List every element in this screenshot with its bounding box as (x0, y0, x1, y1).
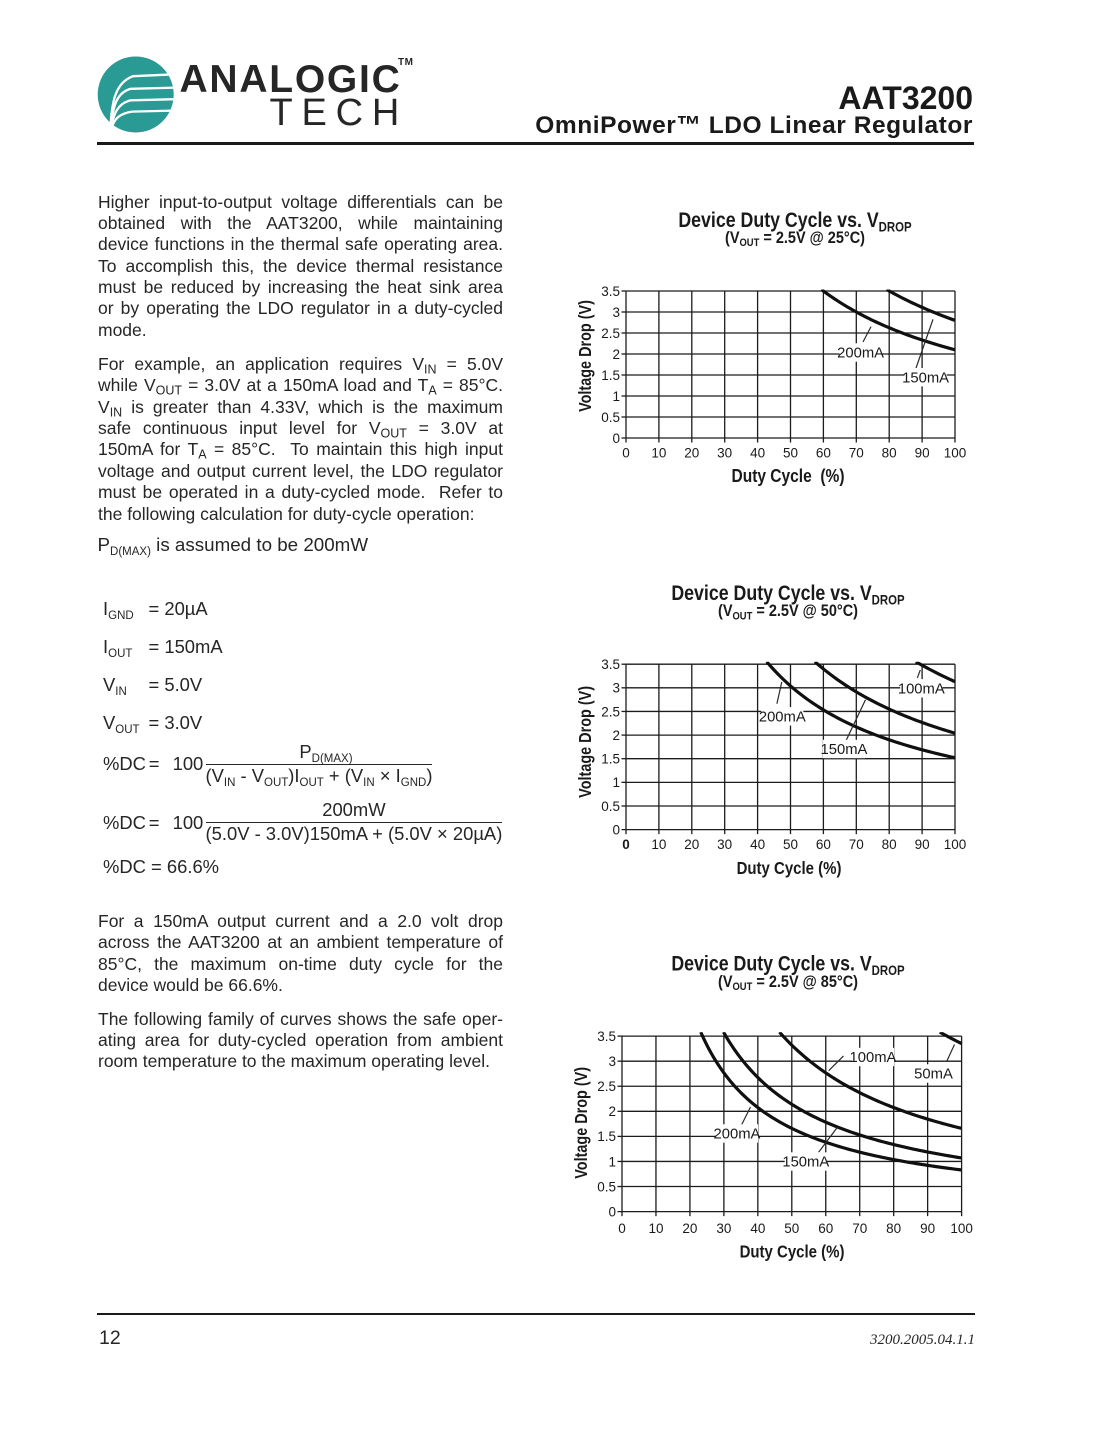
svg-text:100: 100 (950, 1221, 973, 1236)
svg-text:100: 100 (944, 837, 967, 852)
svg-text:Voltage Drop (V): Voltage Drop (V) (572, 1067, 592, 1179)
svg-text:Voltage Drop (V): Voltage Drop (V) (576, 686, 596, 798)
svg-text:50mA: 50mA (914, 1067, 953, 1083)
svg-text:1: 1 (612, 775, 620, 790)
svg-text:Device Duty Cycle vs. VDROP: Device Duty Cycle vs. VDROP (678, 209, 911, 235)
svg-text:0: 0 (622, 446, 630, 461)
svg-text:1.5: 1.5 (601, 368, 620, 383)
svg-text:1.5: 1.5 (601, 752, 620, 767)
svg-text:2: 2 (612, 347, 620, 362)
svg-text:3: 3 (612, 681, 620, 696)
svg-text:90: 90 (920, 1221, 935, 1236)
svg-text:0: 0 (622, 837, 630, 852)
svg-text:200mA: 200mA (837, 346, 884, 362)
svg-text:100: 100 (944, 446, 967, 461)
svg-text:150mA: 150mA (821, 742, 868, 758)
svg-text:70: 70 (852, 1221, 867, 1236)
svg-text:2.5: 2.5 (601, 326, 620, 341)
svg-text:0: 0 (608, 1204, 616, 1219)
svg-text:Device Duty Cycle vs. VDROP: Device Duty Cycle vs. VDROP (671, 952, 904, 978)
svg-text:80: 80 (886, 1221, 901, 1236)
svg-text:Voltage Drop (V): Voltage Drop (V) (576, 300, 596, 412)
svg-text:30: 30 (717, 837, 732, 852)
svg-text:200mA: 200mA (714, 1127, 761, 1143)
svg-text:0.5: 0.5 (601, 410, 620, 425)
svg-text:3.5: 3.5 (601, 284, 620, 299)
svg-text:100mA: 100mA (850, 1050, 897, 1066)
svg-text:(VOUT = 2.5V @ 50°C): (VOUT = 2.5V @ 50°C) (718, 602, 858, 622)
svg-text:3: 3 (608, 1054, 616, 1069)
svg-text:0: 0 (612, 822, 620, 837)
svg-text:20: 20 (684, 837, 699, 852)
svg-text:Duty Cycle (%): Duty Cycle (%) (732, 466, 845, 486)
svg-text:30: 30 (716, 1221, 731, 1236)
svg-text:Duty Cycle (%): Duty Cycle (%) (740, 1241, 845, 1262)
svg-text:50: 50 (784, 1221, 799, 1236)
svg-text:0.5: 0.5 (601, 799, 620, 814)
svg-text:70: 70 (849, 837, 864, 852)
svg-text:20: 20 (682, 1221, 697, 1236)
svg-text:50: 50 (783, 446, 798, 461)
svg-text:3: 3 (612, 305, 620, 320)
svg-text:3.5: 3.5 (597, 1029, 616, 1044)
svg-text:60: 60 (816, 446, 831, 461)
svg-text:20: 20 (684, 446, 699, 461)
svg-text:10: 10 (651, 837, 666, 852)
svg-text:150mA: 150mA (782, 1155, 829, 1171)
svg-text:30: 30 (717, 446, 732, 461)
svg-text:2.5: 2.5 (601, 704, 620, 719)
svg-text:100mA: 100mA (898, 682, 945, 698)
svg-text:10: 10 (648, 1221, 663, 1236)
svg-text:(VOUT = 2.5V @ 25°C): (VOUT = 2.5V @ 25°C) (725, 229, 865, 249)
svg-text:(VOUT = 2.5V @ 85°C): (VOUT = 2.5V @ 85°C) (718, 973, 858, 993)
svg-text:3.5: 3.5 (601, 657, 620, 672)
svg-text:60: 60 (818, 1221, 833, 1236)
svg-text:70: 70 (849, 446, 864, 461)
svg-text:90: 90 (915, 837, 930, 852)
svg-text:0: 0 (612, 431, 620, 446)
svg-text:40: 40 (750, 837, 765, 852)
svg-text:10: 10 (651, 446, 666, 461)
svg-text:0.5: 0.5 (597, 1179, 616, 1194)
svg-text:2: 2 (608, 1104, 616, 1119)
svg-text:200mA: 200mA (759, 710, 806, 726)
svg-text:90: 90 (915, 446, 930, 461)
svg-text:60: 60 (816, 837, 831, 852)
svg-text:Device Duty Cycle vs. VDROP: Device Duty Cycle vs. VDROP (671, 582, 904, 608)
svg-text:40: 40 (750, 1221, 765, 1236)
svg-text:80: 80 (882, 446, 897, 461)
svg-text:80: 80 (882, 837, 897, 852)
svg-text:150mA: 150mA (902, 370, 949, 386)
svg-text:1.5: 1.5 (597, 1129, 616, 1144)
svg-text:50: 50 (783, 837, 798, 852)
svg-text:1: 1 (608, 1154, 616, 1169)
svg-text:40: 40 (750, 446, 765, 461)
svg-text:Duty Cycle (%): Duty Cycle (%) (737, 858, 842, 879)
svg-text:1: 1 (612, 389, 620, 404)
svg-text:2: 2 (612, 728, 620, 743)
svg-text:2.5: 2.5 (597, 1079, 616, 1094)
svg-text:0: 0 (618, 1221, 626, 1236)
